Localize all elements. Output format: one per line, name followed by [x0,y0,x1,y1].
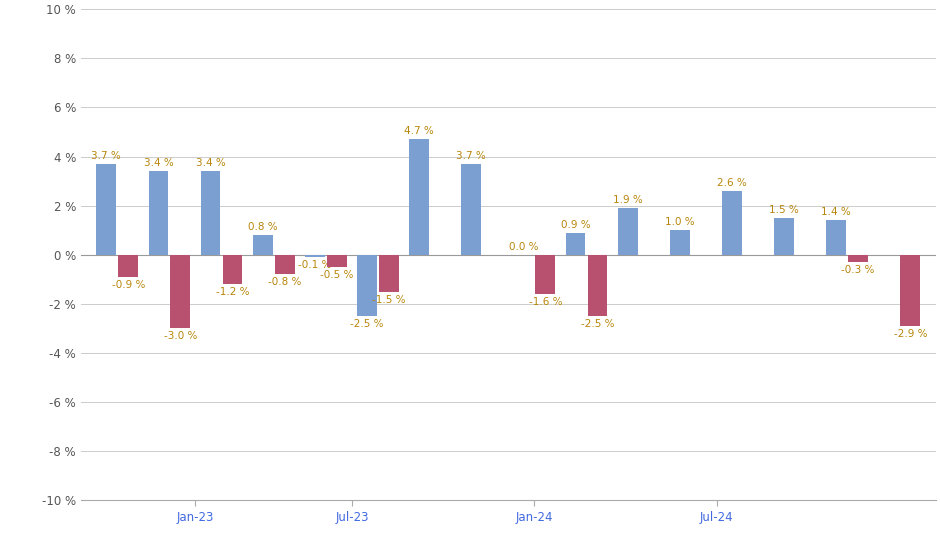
Bar [722,191,742,255]
Bar [357,255,377,316]
Text: -1.5 %: -1.5 % [372,295,406,305]
Text: -0.1 %: -0.1 % [298,260,332,270]
Bar [566,233,586,255]
Bar [618,208,637,255]
Bar [97,164,117,255]
Bar [149,171,168,255]
Text: -1.6 %: -1.6 % [528,297,562,307]
Bar [826,221,846,255]
Text: 2.6 %: 2.6 % [717,178,747,188]
Text: 3.7 %: 3.7 % [91,151,121,161]
Text: -0.8 %: -0.8 % [268,277,302,288]
Bar [775,218,794,255]
Bar [379,255,399,292]
Text: 1.5 %: 1.5 % [769,205,799,215]
Text: -2.9 %: -2.9 % [894,329,927,339]
Text: 1.9 %: 1.9 % [613,195,643,205]
Text: 4.7 %: 4.7 % [404,126,434,136]
Text: 1.0 %: 1.0 % [665,217,695,227]
Bar [118,255,138,277]
Text: 3.4 %: 3.4 % [196,158,226,168]
Bar [536,255,556,294]
Text: -1.2 %: -1.2 % [215,287,249,297]
Bar [253,235,273,255]
Text: 0.8 %: 0.8 % [248,222,277,232]
Bar [223,255,243,284]
Text: 0.9 %: 0.9 % [561,220,590,230]
Bar [274,255,294,274]
Text: -2.5 %: -2.5 % [351,319,384,329]
Text: 3.4 %: 3.4 % [144,158,173,168]
Bar [848,255,868,262]
Text: -0.5 %: -0.5 % [320,270,353,280]
Text: 0.0 %: 0.0 % [509,242,539,252]
Bar [200,171,221,255]
Text: -3.0 %: -3.0 % [164,332,197,342]
Bar [670,230,690,255]
Bar [170,255,190,328]
Bar [901,255,920,326]
Text: -0.9 %: -0.9 % [112,280,145,290]
Bar [305,255,324,257]
Bar [588,255,607,316]
Text: 1.4 %: 1.4 % [822,207,851,217]
Bar [409,139,429,255]
Bar [462,164,481,255]
Bar [327,255,347,267]
Text: -0.3 %: -0.3 % [841,265,875,275]
Text: -2.5 %: -2.5 % [581,319,614,329]
Text: 3.7 %: 3.7 % [457,151,486,161]
